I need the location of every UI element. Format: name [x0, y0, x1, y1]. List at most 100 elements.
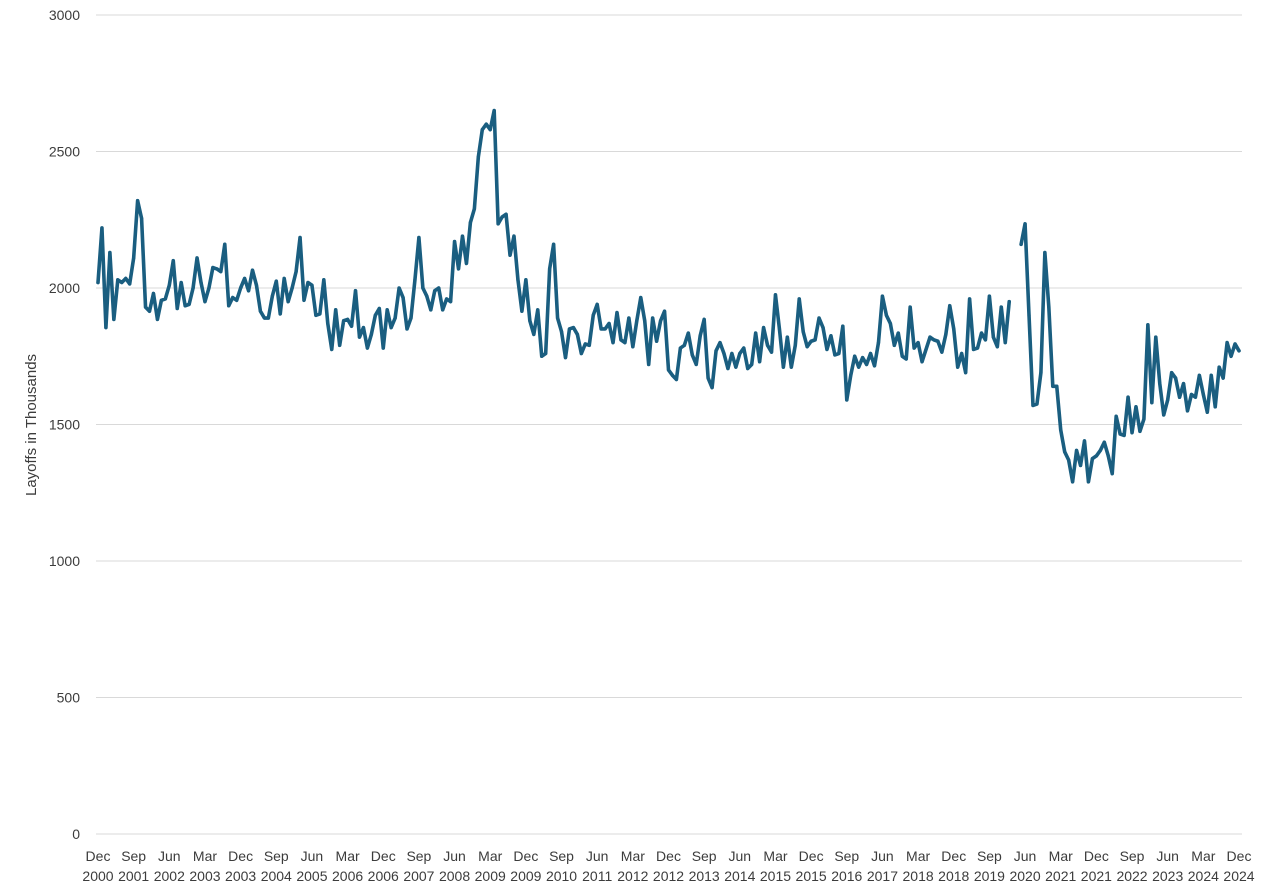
data-point [1086, 480, 1091, 484]
data-point [710, 386, 714, 390]
data-point [139, 216, 144, 220]
data-point [449, 300, 453, 304]
data-point [789, 365, 793, 369]
data-point [888, 321, 892, 326]
x-tick-month: Sep [692, 848, 717, 864]
data-point [1221, 376, 1225, 380]
data-point [1122, 433, 1126, 438]
data-point [805, 345, 809, 349]
data-point [508, 253, 512, 257]
data-point [793, 343, 797, 347]
data-point [714, 349, 718, 353]
data-point [1174, 376, 1178, 380]
data-point [686, 331, 690, 335]
data-point [896, 331, 900, 335]
data-point [143, 305, 148, 309]
data-point [971, 347, 976, 352]
x-tick-month: Jun [586, 848, 609, 864]
data-point [801, 330, 805, 334]
data-point [219, 270, 223, 274]
data-point [338, 343, 342, 347]
data-point [207, 286, 211, 290]
data-point [1233, 342, 1237, 346]
data-point [1098, 448, 1102, 453]
data-point [365, 346, 370, 350]
data-point [1177, 395, 1182, 399]
x-tick-month: Jun [1156, 848, 1179, 864]
data-point [258, 309, 263, 313]
x-tick-label: Jun 2023 [1152, 848, 1183, 884]
data-point [342, 319, 346, 323]
gridlines [96, 14, 1242, 835]
x-tick-month: Jun [729, 848, 752, 864]
data-point [1090, 457, 1095, 461]
x-tick-label: Jun 2020 [1009, 848, 1040, 884]
x-tick-year: 2015 [796, 868, 827, 884]
x-tick-year: 2006 [368, 868, 399, 884]
data-point [246, 289, 251, 293]
data-point [425, 294, 429, 298]
data-point [488, 128, 492, 132]
data-point [1027, 313, 1031, 317]
data-point [452, 239, 457, 244]
data-point [516, 278, 520, 282]
data-point [124, 276, 128, 281]
data-point [116, 278, 120, 282]
data-point [191, 286, 195, 290]
x-tick-label: Jun 2002 [154, 848, 185, 884]
data-point [278, 312, 282, 316]
data-point [825, 347, 829, 352]
data-point [821, 325, 825, 330]
data-point [421, 286, 425, 290]
data-point [147, 309, 152, 313]
series-line [96, 108, 1241, 484]
data-point [1039, 371, 1043, 375]
data-point [373, 313, 377, 317]
data-point [1031, 403, 1035, 407]
data-point [464, 261, 469, 266]
x-tick-label: Sep 2022 [1116, 848, 1147, 884]
data-point [631, 345, 635, 349]
x-tick-label: Dec 2006 [368, 848, 399, 884]
data-point [223, 242, 227, 246]
data-point [334, 308, 338, 312]
data-point [512, 234, 516, 238]
data-point [254, 283, 259, 287]
data-point [674, 377, 679, 382]
data-point [559, 330, 564, 334]
data-point [112, 317, 116, 321]
x-tick-year: 2001 [118, 868, 149, 884]
x-tick-year: 2007 [403, 868, 434, 884]
data-point [270, 294, 274, 298]
data-point [587, 343, 591, 347]
x-tick-label: Jun 2014 [724, 848, 755, 884]
data-point [1094, 454, 1098, 458]
x-tick-month: Sep [549, 848, 574, 864]
x-tick-month: Dec [228, 848, 253, 864]
data-point [548, 267, 552, 271]
x-tick-month: Jun [301, 848, 324, 864]
data-point [183, 304, 187, 308]
data-point [555, 316, 560, 320]
data-point [845, 398, 849, 402]
data-point [1102, 440, 1106, 444]
y-tick-label: 1500 [49, 417, 80, 433]
x-tick-year: 2017 [867, 868, 898, 884]
data-point [880, 294, 885, 298]
data-point [1213, 405, 1217, 409]
data-point [1067, 458, 1071, 462]
data-point [1189, 392, 1194, 397]
data-point [104, 325, 108, 330]
data-point [175, 306, 179, 311]
x-tick-year: 2018 [903, 868, 934, 884]
data-point [662, 309, 667, 313]
data-point [698, 334, 702, 338]
data-point [1114, 414, 1118, 418]
data-point [781, 365, 785, 369]
data-point [1134, 405, 1138, 409]
data-point [381, 346, 385, 350]
x-tick-year: 2009 [475, 868, 506, 884]
data-point [1237, 349, 1241, 353]
x-tick-year: 2019 [974, 868, 1005, 884]
data-point [345, 317, 350, 321]
